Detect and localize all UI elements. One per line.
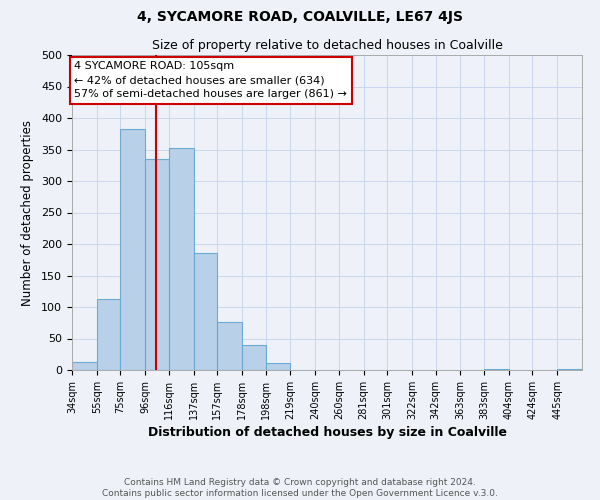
Bar: [169, 148, 194, 370]
Bar: [242, 346, 266, 370]
Text: 4, SYCAMORE ROAD, COALVILLE, LE67 4JS: 4, SYCAMORE ROAD, COALVILLE, LE67 4JS: [137, 10, 463, 24]
Bar: [557, 368, 582, 370]
Bar: [194, 254, 217, 370]
Bar: [266, 363, 290, 370]
Bar: [72, 362, 97, 370]
X-axis label: Distribution of detached houses by size in Coalville: Distribution of detached houses by size …: [148, 426, 506, 439]
Text: Contains HM Land Registry data © Crown copyright and database right 2024.
Contai: Contains HM Land Registry data © Crown c…: [102, 478, 498, 498]
Bar: [484, 368, 509, 370]
Bar: [145, 159, 169, 370]
Bar: [97, 299, 121, 370]
Y-axis label: Number of detached properties: Number of detached properties: [21, 120, 34, 306]
Text: 4 SYCAMORE ROAD: 105sqm
← 42% of detached houses are smaller (634)
57% of semi-d: 4 SYCAMORE ROAD: 105sqm ← 42% of detache…: [74, 62, 347, 100]
Title: Size of property relative to detached houses in Coalville: Size of property relative to detached ho…: [152, 40, 502, 52]
Bar: [217, 322, 242, 370]
Bar: [121, 128, 145, 370]
